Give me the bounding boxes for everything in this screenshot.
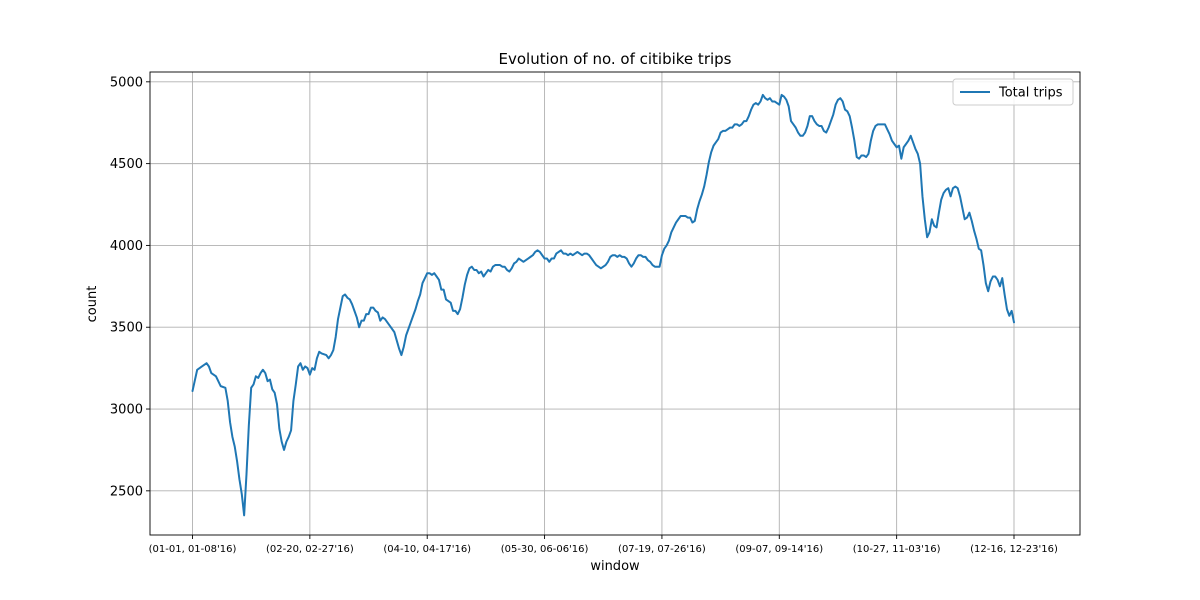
y-tick-label: 3500 (110, 321, 143, 336)
x-tick-label: (02-20, 02-27'16) (266, 544, 354, 555)
x-tick-label: (04-10, 04-17'16) (383, 544, 471, 555)
x-tick-label: (10-27, 11-03'16) (853, 544, 941, 555)
x-axis-ticks: (01-01, 01-08'16) (02-20, 02-27'16) (04-10… (149, 535, 1058, 555)
legend-box (952, 78, 1074, 106)
legend: Total trips (952, 78, 1074, 106)
x-tick-label: (07-19, 07-26'16) (618, 544, 706, 555)
y-tick-label: 2500 (110, 484, 143, 499)
x-tick-label: (12-16, 12-23'16) (970, 544, 1058, 555)
grid-lines (150, 72, 1080, 535)
y-axis-ticks: 2500 3000 3500 4000 4500 5000 (110, 75, 150, 499)
plot-area-frame (149, 71, 1081, 536)
y-tick-label: 3000 (110, 403, 143, 418)
y-axis-label: count (85, 286, 100, 323)
series-layer (191, 93, 1015, 517)
legend-label-total-trips: Total trips (998, 86, 1063, 101)
x-axis-label: window (590, 559, 640, 574)
x-tick-label: (05-30, 06-06'16) (501, 544, 589, 555)
x-tick-label: (01-01, 01-08'16) (149, 544, 237, 555)
y-tick-label: 4000 (110, 239, 143, 254)
series-line-total-trips (191, 93, 1015, 517)
x-tick-label: (09-07, 09-14'16) (735, 544, 823, 555)
chart-title: Evolution of no. of citibike trips (499, 50, 732, 68)
y-tick-label: 4500 (110, 157, 143, 172)
y-tick-label: 5000 (110, 75, 143, 90)
